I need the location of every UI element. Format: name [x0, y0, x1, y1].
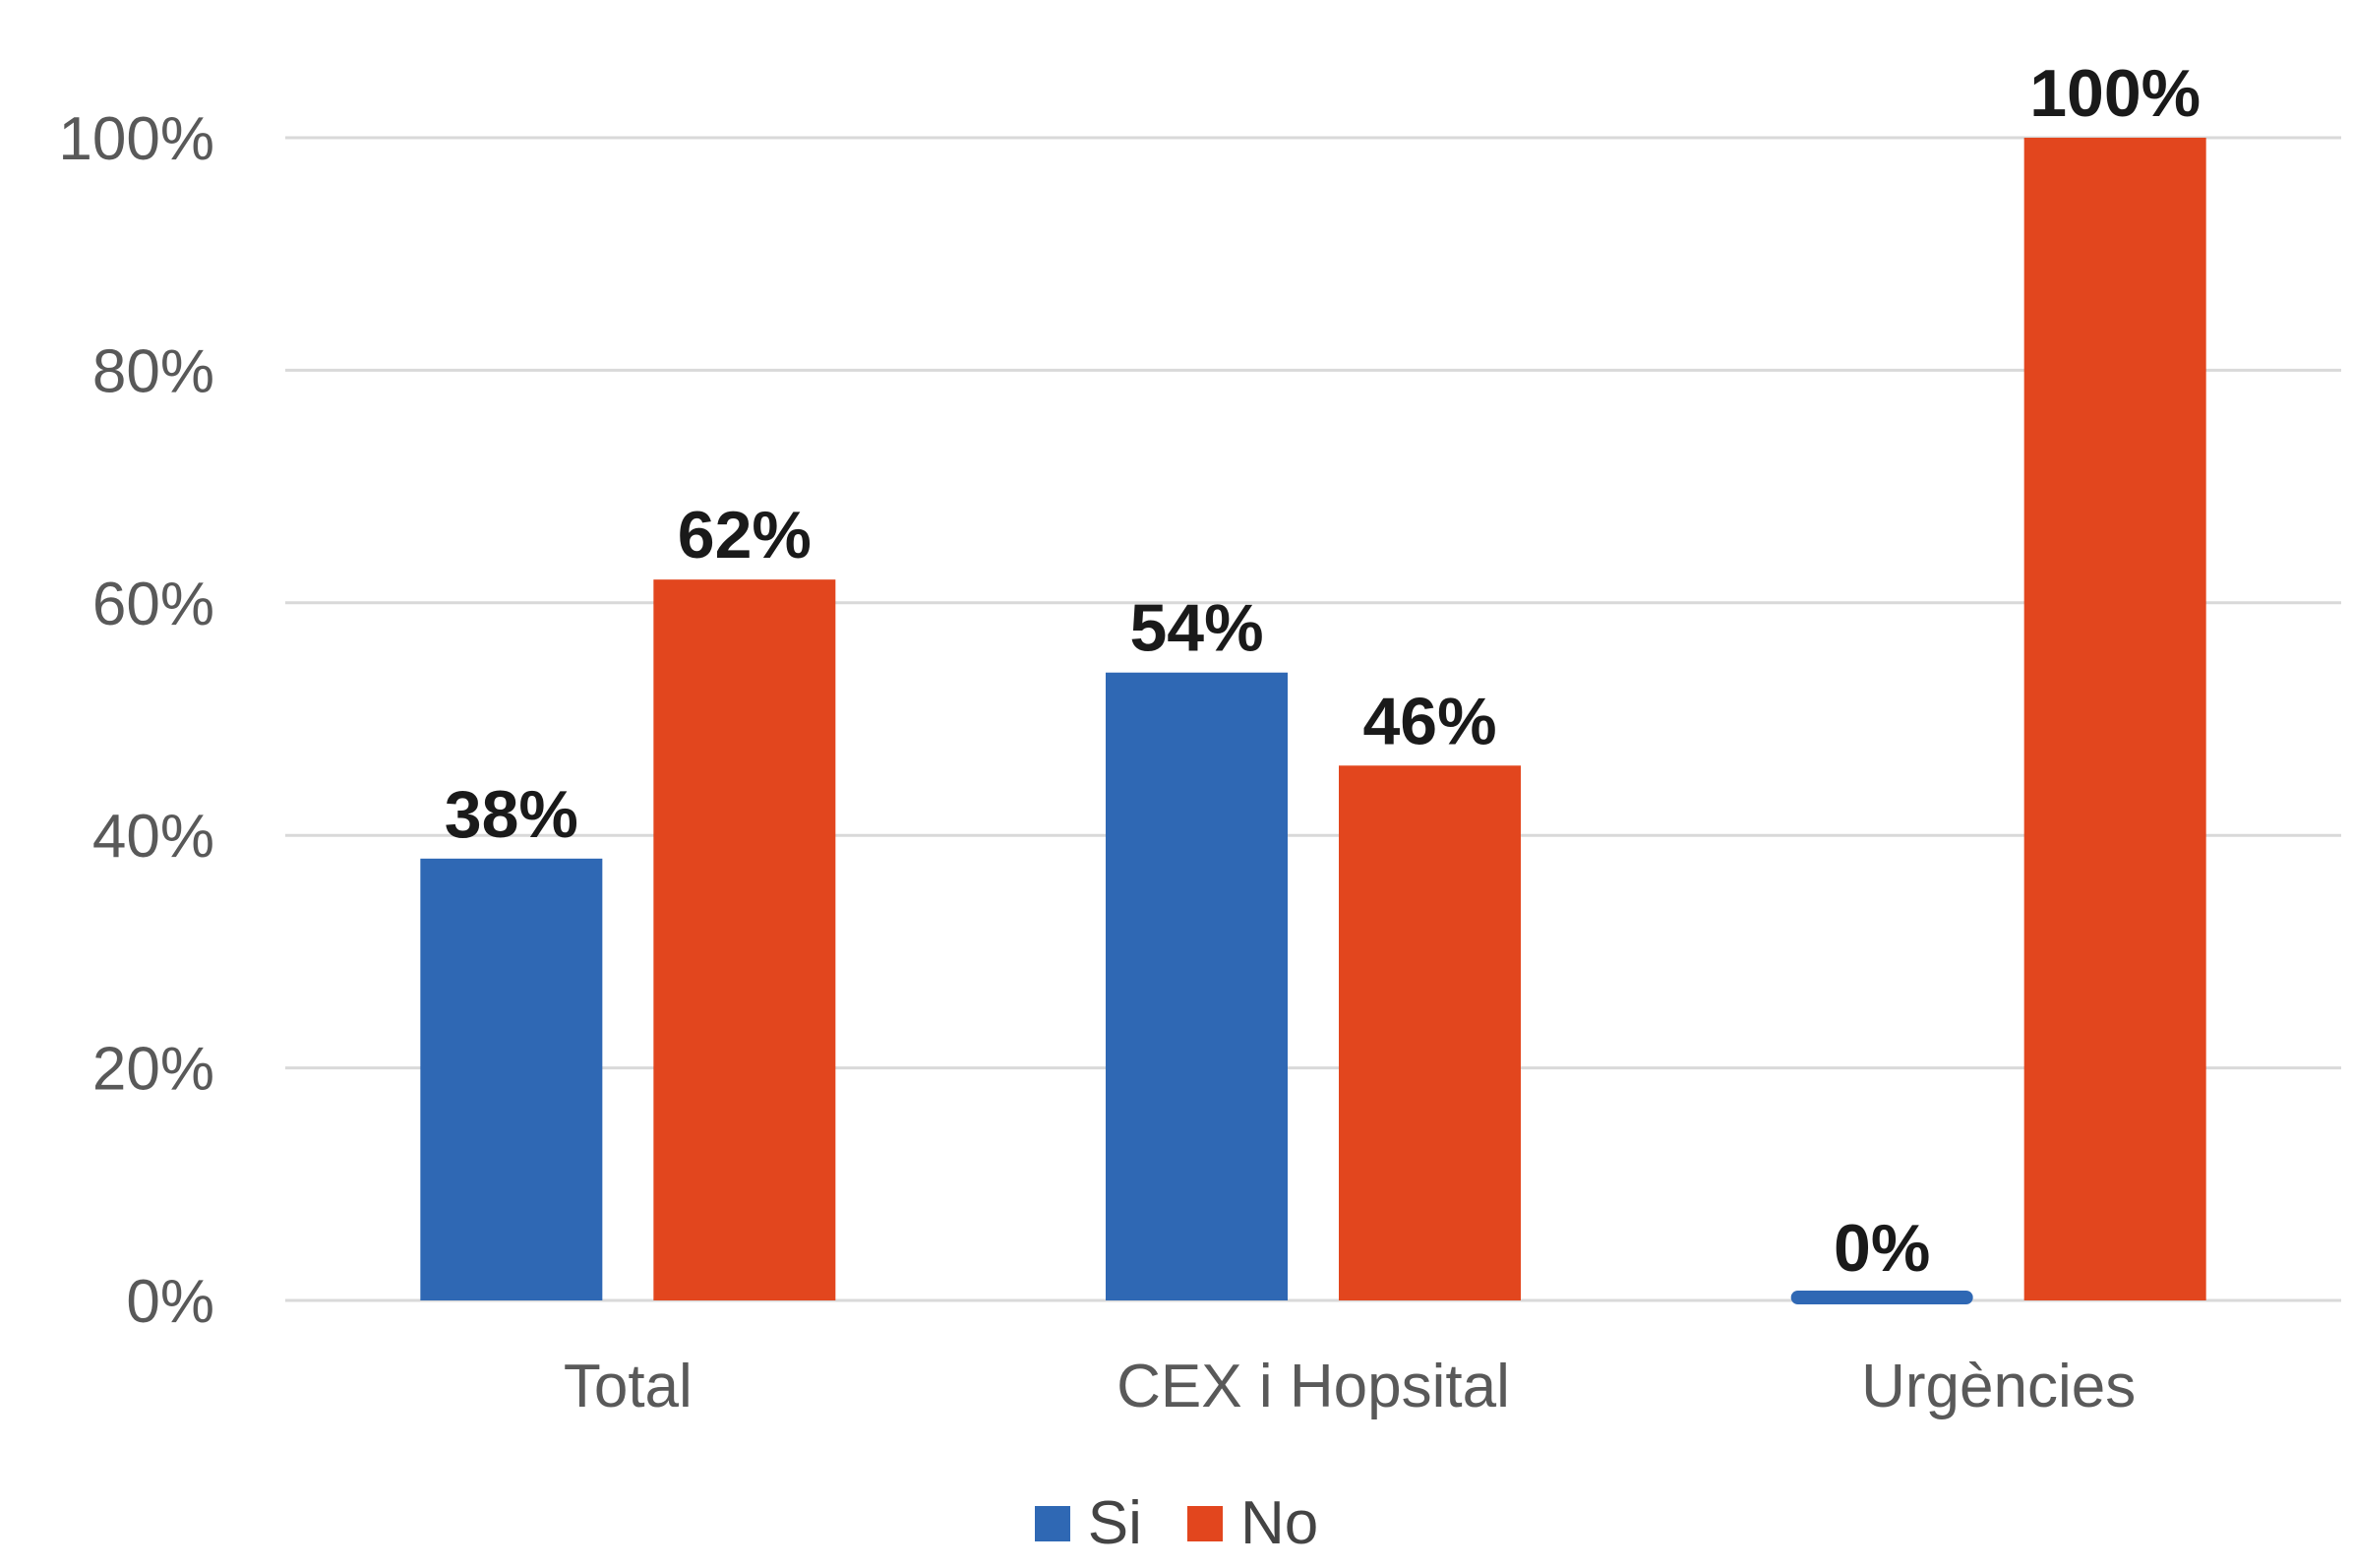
data-label: 62%	[678, 498, 812, 573]
legend-swatch-si	[1034, 1506, 1070, 1541]
data-label: 38%	[445, 777, 578, 852]
legend-label-si: Si	[1087, 1489, 1142, 1557]
bar-no-0	[653, 579, 836, 1300]
bar-si-2	[1790, 1291, 1973, 1304]
legend: Si No	[0, 1493, 2353, 1554]
gridlines	[285, 136, 2341, 1302]
y-tick-label: 0%	[126, 1268, 214, 1336]
x-tick-label: CEX i Hopsital	[1116, 1353, 1510, 1420]
y-tick-label: 100%	[58, 105, 214, 173]
x-axis-tick-labels: Total CEX i Hopsital Urgències	[564, 1353, 2136, 1420]
data-label: 46%	[1362, 684, 1496, 758]
x-tick-label: Total	[564, 1353, 693, 1420]
y-tick-label: 20%	[92, 1036, 214, 1104]
y-tick-label: 40%	[92, 803, 214, 871]
data-labels: 38% 62% 54% 46% 0% 100%	[445, 56, 2201, 1286]
bar-si-0	[420, 858, 603, 1300]
data-label: 100%	[2029, 56, 2201, 131]
legend-swatch-no	[1186, 1506, 1223, 1541]
bar-no-2	[2023, 138, 2206, 1300]
data-label: 0%	[1834, 1211, 1930, 1286]
y-tick-label: 80%	[92, 337, 214, 405]
bar-si-1	[1106, 672, 1288, 1300]
data-label: 54%	[1129, 591, 1263, 666]
y-tick-label: 60%	[92, 571, 214, 638]
legend-label-no: No	[1239, 1489, 1319, 1557]
bars	[420, 138, 2206, 1304]
y-axis-tick-labels: 0% 20% 40% 60% 80% 100%	[58, 105, 214, 1336]
legend-item-no: No	[1186, 1489, 1319, 1557]
bar-no-1	[1339, 765, 1521, 1300]
x-tick-label: Urgències	[1861, 1353, 2136, 1420]
legend-item-si: Si	[1034, 1489, 1142, 1557]
